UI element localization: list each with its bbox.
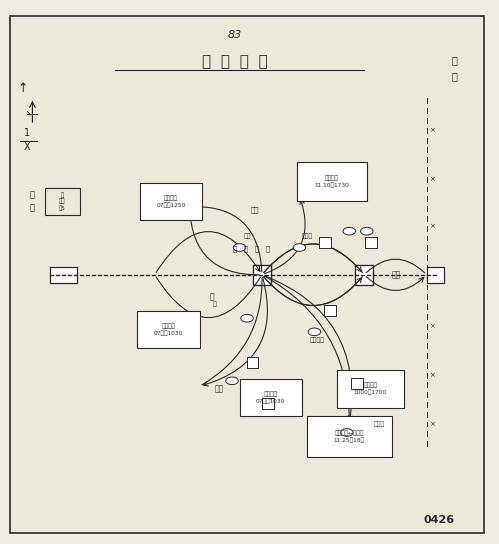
Text: 感小戌組
11.10〜1730: 感小戌組 11.10〜1730 (314, 175, 349, 188)
Text: 山高: 山高 (215, 385, 224, 393)
FancyBboxPatch shape (137, 311, 200, 348)
FancyBboxPatch shape (351, 378, 363, 389)
Text: 圖  要  索  搜: 圖 要 索 搜 (202, 55, 267, 70)
Text: 上老: 上老 (243, 234, 251, 239)
FancyArrowPatch shape (264, 200, 305, 274)
FancyArrowPatch shape (204, 277, 267, 386)
Text: ×: × (429, 176, 435, 183)
FancyBboxPatch shape (324, 305, 336, 316)
Ellipse shape (233, 244, 246, 251)
Text: ×: × (429, 372, 435, 379)
FancyArrowPatch shape (264, 244, 362, 273)
Text: ×: × (429, 127, 435, 134)
Text: 感小戌部
07加〜1030: 感小戌部 07加〜1030 (154, 323, 183, 336)
FancyBboxPatch shape (140, 183, 202, 220)
FancyArrowPatch shape (264, 244, 362, 273)
Ellipse shape (241, 314, 253, 322)
FancyBboxPatch shape (262, 398, 274, 409)
Text: 83: 83 (228, 30, 242, 40)
FancyBboxPatch shape (355, 265, 373, 285)
FancyBboxPatch shape (365, 237, 377, 248)
FancyArrowPatch shape (264, 277, 362, 306)
FancyArrowPatch shape (156, 232, 260, 273)
Ellipse shape (226, 377, 239, 385)
FancyBboxPatch shape (337, 370, 404, 408)
Text: X: X (24, 141, 31, 152)
FancyBboxPatch shape (253, 265, 271, 285)
Text: 良兵介: 良兵介 (301, 234, 312, 239)
FancyArrowPatch shape (264, 276, 349, 422)
Text: 本山頭入: 本山頭入 (309, 337, 324, 343)
Text: 0426: 0426 (424, 515, 455, 524)
Text: 大: 大 (210, 292, 215, 301)
FancyBboxPatch shape (427, 267, 444, 283)
Text: 徐
州: 徐 州 (30, 190, 35, 212)
FancyBboxPatch shape (307, 416, 392, 457)
Text: 字
主要
ﾛ5: 字 主要 ﾛ5 (59, 192, 66, 211)
Text: 道   糊   脆   易: 道 糊 脆 易 (234, 245, 270, 252)
Text: ×: × (429, 421, 435, 428)
Text: 感小剥平
07加〜1250: 感小剥平 07加〜1250 (156, 195, 186, 208)
Ellipse shape (360, 227, 373, 235)
FancyBboxPatch shape (10, 16, 484, 533)
FancyArrowPatch shape (156, 277, 260, 318)
FancyArrowPatch shape (190, 209, 259, 275)
FancyBboxPatch shape (240, 379, 302, 416)
Text: 岳: 岳 (213, 302, 217, 307)
FancyArrowPatch shape (366, 259, 425, 273)
Text: 1: 1 (24, 128, 30, 138)
FancyBboxPatch shape (319, 237, 331, 248)
Text: 圧八: 圧八 (392, 270, 401, 279)
FancyArrowPatch shape (264, 277, 362, 305)
FancyArrowPatch shape (366, 277, 424, 290)
FancyArrowPatch shape (194, 205, 262, 272)
Text: ×: × (429, 323, 435, 330)
FancyBboxPatch shape (297, 162, 367, 201)
Ellipse shape (343, 227, 355, 235)
Text: 感小戌部
07加〜1030: 感小戌部 07加〜1030 (256, 391, 285, 404)
FancyArrowPatch shape (264, 276, 353, 421)
Text: 哨小一引←官前小
11.25ル18中: 哨小一引←官前小 11.25ル18中 (334, 430, 365, 443)
Text: 無線城: 無線城 (374, 422, 385, 427)
Ellipse shape (340, 429, 353, 436)
FancyBboxPatch shape (50, 267, 77, 283)
Text: 別
紙: 別 紙 (451, 55, 457, 81)
FancyArrowPatch shape (202, 277, 262, 385)
Text: ×: × (429, 222, 435, 229)
Ellipse shape (293, 244, 305, 251)
Text: 隊小搜索
1000〜1700: 隊小搜索 1000〜1700 (354, 382, 387, 395)
Text: 驛ト: 驛ト (250, 206, 259, 213)
Text: ↑: ↑ (17, 83, 28, 96)
Ellipse shape (308, 328, 320, 336)
FancyBboxPatch shape (247, 357, 258, 368)
